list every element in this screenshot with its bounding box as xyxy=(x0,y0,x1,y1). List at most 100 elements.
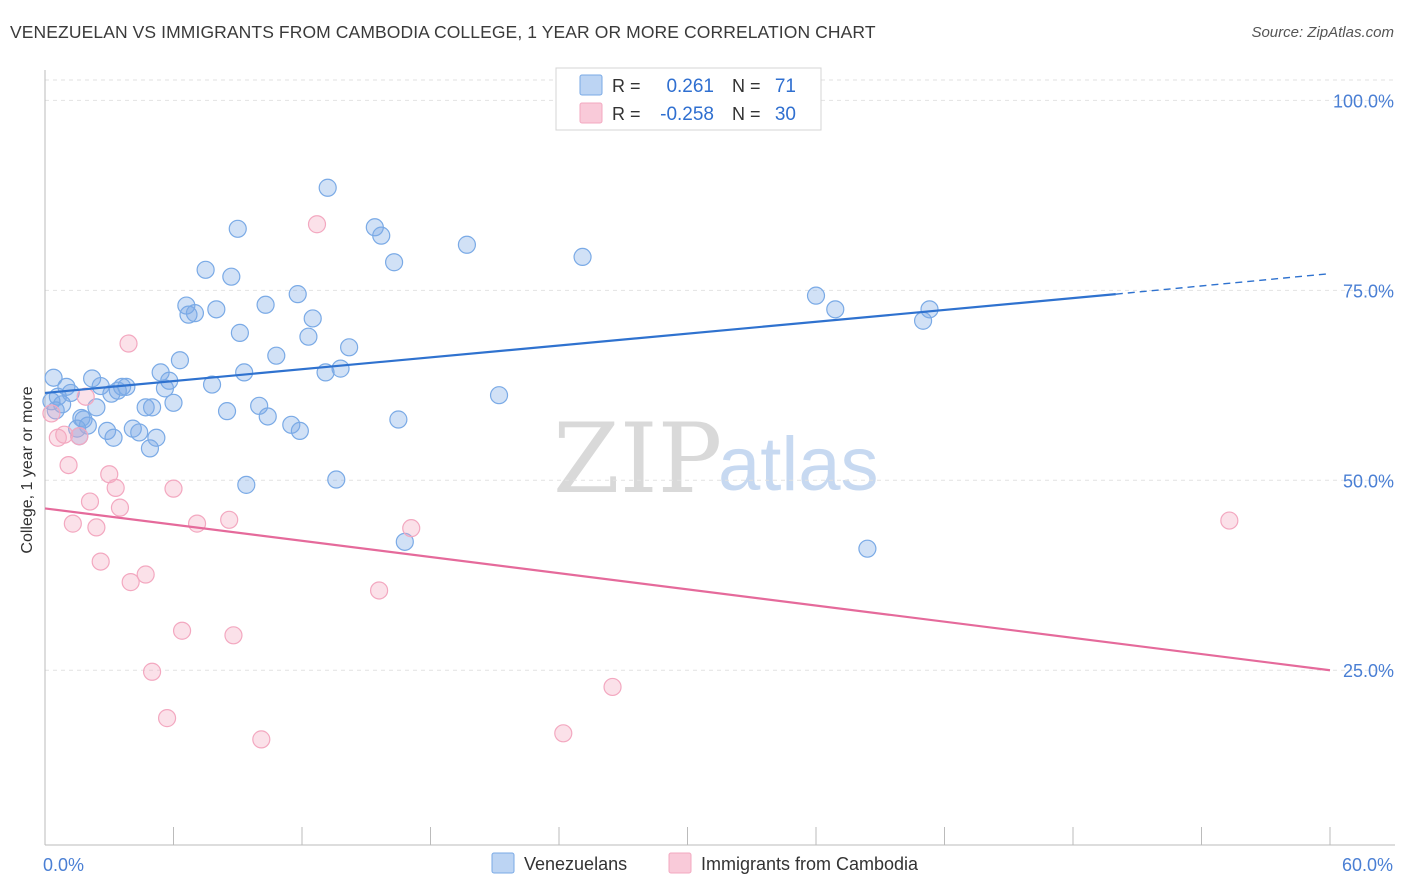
cambodia-point-3 xyxy=(59,455,78,475)
cambodia-point-17 xyxy=(164,479,183,498)
cambodia-point-14 xyxy=(136,565,155,584)
legend-cambodia-label: Immigrants from Cambodia xyxy=(701,854,919,874)
y-tick-label-0: 25.0% xyxy=(1343,661,1394,681)
venezuelans-point-50 xyxy=(318,178,337,197)
axes xyxy=(44,70,1395,846)
r-label-2: R = xyxy=(612,104,641,124)
venezuelans-point-13 xyxy=(104,428,123,447)
venezuelans-point-60 xyxy=(489,386,509,405)
n-value-2: 30 xyxy=(775,104,796,125)
y-tick-label-2: 75.0% xyxy=(1343,281,1394,301)
venezuelans-point-46 xyxy=(290,421,309,441)
venezuelans-point-62 xyxy=(806,286,826,305)
venezuelans-point-20 xyxy=(140,439,160,458)
stats-legend: R = 0.261 N = 71 R = -0.258 N = 30 xyxy=(555,67,822,131)
venezuelans-point-35 xyxy=(222,267,241,286)
x-tick-label-1: 60.0% xyxy=(1342,855,1393,875)
venezuelans-point-42 xyxy=(258,407,277,426)
cambodia-point-28 xyxy=(1220,511,1239,530)
venezuelans-point-48 xyxy=(303,309,322,328)
venezuelans-point-45 xyxy=(288,285,307,304)
venezuelans-point-43 xyxy=(267,346,286,365)
venezuelans-point-61 xyxy=(573,247,592,267)
cambodia-point-20 xyxy=(220,510,239,529)
venezuelans-point-57 xyxy=(389,410,408,429)
watermark-atlas: atlas xyxy=(718,422,879,507)
y-tick-label-1: 50.0% xyxy=(1343,471,1394,491)
cambodia-point-19 xyxy=(187,514,207,533)
cambodia-point-22 xyxy=(252,730,271,749)
x-tick-label-0: 0.0% xyxy=(43,855,84,875)
venezuelans-point-18 xyxy=(130,423,149,442)
n-label-1: N = xyxy=(732,76,761,96)
venezuelans-point-56 xyxy=(384,253,404,272)
venezuelans-point-12 xyxy=(98,421,117,441)
cambodia-point-8 xyxy=(87,518,106,537)
legend-cambodia-swatch xyxy=(668,852,692,874)
venezuelans-trend-extension xyxy=(1115,272,1331,295)
watermark-zip: ZIP xyxy=(553,403,722,515)
x-tick-labels: 0.0% 60.0% xyxy=(43,855,1393,875)
cambodia-points xyxy=(42,215,1239,749)
legend-venezuelans-swatch xyxy=(491,852,515,874)
cambodia-point-26 xyxy=(554,724,573,743)
source-credit: Source: ZipAtlas.com xyxy=(1251,24,1394,41)
chart-title: VENEZUELAN VS IMMIGRANTS FROM CAMBODIA C… xyxy=(10,22,876,42)
venezuelans-point-51 xyxy=(327,470,346,489)
series-legend: Venezuelans Immigrants from Cambodia xyxy=(491,852,919,874)
venezuelans-point-32 xyxy=(202,375,222,394)
cambodia-point-5 xyxy=(70,427,89,446)
r-label-1: R = xyxy=(612,76,641,96)
venezuelans-point-38 xyxy=(235,363,254,382)
cambodia-point-0 xyxy=(42,404,61,423)
venezuelans-point-39 xyxy=(237,475,256,494)
cambodia-point-24 xyxy=(370,581,389,600)
r-value-2: -0.258 xyxy=(660,104,714,125)
venezuelans-point-69 xyxy=(102,384,121,403)
venezuelans-point-52 xyxy=(331,359,350,378)
cambodia-point-27 xyxy=(603,677,622,697)
venezuelans-point-36 xyxy=(228,219,247,238)
cambodia-point-18 xyxy=(172,621,192,640)
venezuelans-point-53 xyxy=(340,338,359,357)
cambodia-trend-line xyxy=(44,507,1331,672)
venezuelans-point-29 xyxy=(179,305,198,324)
cambodia-point-2 xyxy=(55,425,74,444)
cambodia-point-7 xyxy=(80,492,100,511)
cambodia-point-21 xyxy=(224,626,243,645)
venezuelans-point-70 xyxy=(72,408,91,428)
venezuelans-point-55 xyxy=(372,226,391,245)
venezuelans-point-30 xyxy=(185,304,205,323)
venezuelans-point-27 xyxy=(170,351,190,370)
cambodia-point-16 xyxy=(157,709,177,728)
cambodia-point-13 xyxy=(121,573,140,592)
venezuelans-point-47 xyxy=(299,327,318,346)
venezuelans-point-26 xyxy=(164,393,183,412)
venezuelans-trend-line xyxy=(44,293,1116,395)
cambodia-point-12 xyxy=(110,498,130,517)
watermark: ZIP atlas xyxy=(553,403,879,515)
y-tick-label-3: 100.0% xyxy=(1333,91,1394,111)
venezuelans-point-64 xyxy=(858,539,877,558)
y-axis-label: College, 1 year or more xyxy=(19,386,36,553)
venezuelans-point-37 xyxy=(230,323,249,342)
cambodia-point-29 xyxy=(119,334,138,353)
venezuelans-point-59 xyxy=(457,235,477,254)
y-tick-labels: 25.0% 50.0% 75.0% 100.0% xyxy=(1333,91,1394,681)
venezuelans-point-33 xyxy=(207,300,226,319)
legend-venezuelans-label: Venezuelans xyxy=(524,854,627,874)
cambodia-swatch xyxy=(579,102,603,124)
venezuelans-point-22 xyxy=(147,428,166,447)
venezuelans-point-21 xyxy=(142,398,162,417)
r-value-1: 0.261 xyxy=(666,76,714,97)
n-label-2: N = xyxy=(732,104,761,124)
venezuelans-point-34 xyxy=(217,402,237,421)
cambodia-point-4 xyxy=(63,514,82,533)
venezuelans-point-41 xyxy=(256,295,275,314)
venezuelans-point-31 xyxy=(196,260,215,279)
trend-lines xyxy=(44,272,1331,672)
venezuelans-points xyxy=(42,178,939,558)
n-value-1: 71 xyxy=(775,76,796,97)
venezuelans-point-19 xyxy=(136,398,155,417)
